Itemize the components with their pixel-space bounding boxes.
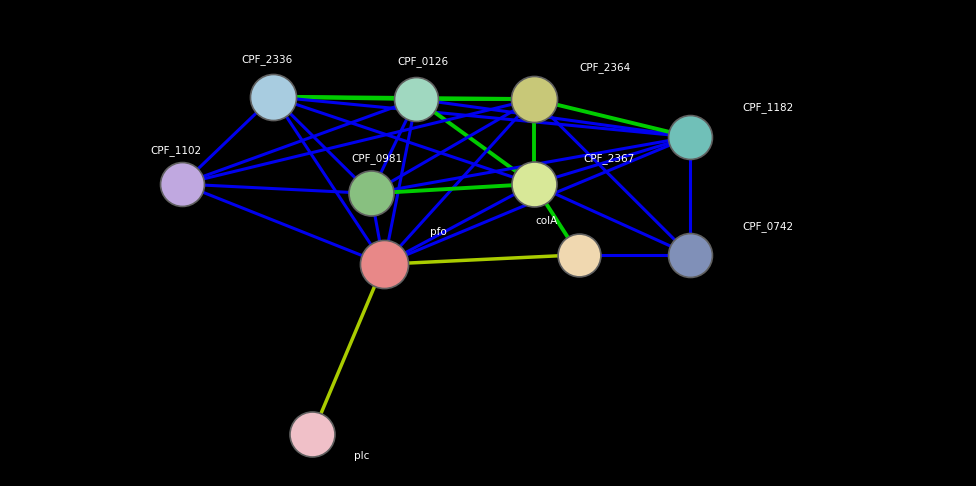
Text: colA: colA xyxy=(536,216,557,226)
Point xyxy=(376,260,391,268)
Point xyxy=(305,430,320,438)
Text: CPF_0126: CPF_0126 xyxy=(397,56,449,67)
Point xyxy=(526,95,542,103)
Text: CPF_0742: CPF_0742 xyxy=(742,221,793,232)
Text: pfo: pfo xyxy=(430,227,447,237)
Point xyxy=(363,190,379,197)
Text: CPF_1102: CPF_1102 xyxy=(150,145,201,156)
Text: CPF_2336: CPF_2336 xyxy=(241,54,293,65)
Text: CPF_2364: CPF_2364 xyxy=(580,62,630,73)
Point xyxy=(682,133,698,141)
Text: CPF_0981: CPF_0981 xyxy=(351,153,403,164)
Point xyxy=(682,251,698,259)
Text: CPF_1182: CPF_1182 xyxy=(742,103,793,113)
Text: CPF_2367: CPF_2367 xyxy=(584,153,634,164)
Point xyxy=(526,180,542,188)
Point xyxy=(409,95,425,103)
Text: plc: plc xyxy=(354,451,370,462)
Point xyxy=(265,93,281,101)
Point xyxy=(571,251,587,259)
Point xyxy=(175,180,190,188)
